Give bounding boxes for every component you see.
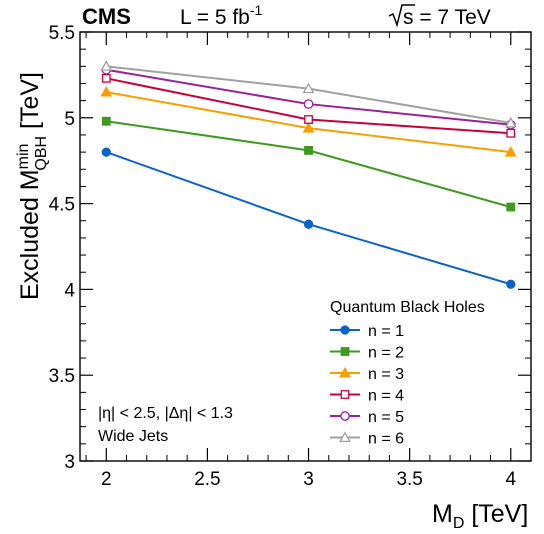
legend-marker [340, 411, 350, 421]
eta-cut-annotation: |η| < 2.5, |Δη| < 1.3 [98, 405, 233, 422]
y-tick-label: 4.5 [49, 195, 75, 216]
data-point [504, 116, 517, 128]
legend-marker [339, 431, 351, 442]
x-axis-title: MD [TeV] [432, 500, 528, 532]
data-point [504, 145, 517, 157]
data-point [101, 147, 111, 157]
data-point [101, 73, 111, 83]
legend-entry: n = 5 [330, 409, 404, 426]
y-axis-title-unit: [TeV] [16, 72, 44, 136]
data-point [303, 219, 314, 229]
x-axis-title-unit: [TeV] [464, 500, 528, 528]
y-tick-label: 3 [64, 452, 75, 473]
legend-label: n = 5 [368, 409, 404, 426]
luminosity-value: L = 5 fb [180, 6, 250, 29]
y-axis-title-subscript: QBH [33, 136, 50, 171]
data-series [100, 60, 517, 289]
series-line [105, 151, 512, 286]
series-n3 [100, 85, 517, 157]
sqrt-symbol [388, 4, 415, 28]
y-tick-label: 5.5 [49, 23, 75, 44]
data-point [506, 128, 516, 138]
legend-entry: n = 1 [330, 323, 404, 340]
legend-marker [340, 390, 350, 399]
series-n1 [101, 147, 516, 289]
legend-label: n = 1 [368, 323, 404, 340]
data-point [304, 146, 313, 155]
x-axis-title-subscript: D [453, 515, 465, 532]
x-tick-label: 4 [505, 469, 516, 490]
luminosity-exponent: -1 [250, 2, 263, 18]
series-n4 [101, 73, 516, 138]
data-point [506, 202, 516, 212]
series-line [106, 120, 512, 208]
luminosity-label: L = 5 fb-1 [180, 2, 263, 29]
legend-label: n = 4 [368, 388, 404, 405]
legend-marker [340, 325, 350, 335]
data-point [302, 121, 315, 133]
y-tick-label: 5 [64, 109, 75, 130]
series-n2 [101, 116, 516, 212]
y-axis-title-superscript: min [15, 144, 32, 170]
x-tick-label: 2 [101, 469, 112, 490]
legend-marker [339, 366, 351, 378]
y-axis-title: Excluded MminQBH [TeV] [15, 72, 50, 300]
data-point [100, 85, 113, 97]
data-point [304, 115, 313, 124]
data-point [100, 60, 113, 71]
data-point [506, 279, 516, 289]
legend-title: Quantum Black Holes [330, 299, 485, 316]
y-tick-label: 4 [64, 280, 75, 301]
x-axis-title-main: M [432, 500, 453, 528]
wide-jets-annotation: Wide Jets [98, 428, 168, 445]
data-point [303, 99, 314, 109]
legend-entry: n = 4 [330, 388, 404, 405]
y-tick-label: 3.5 [49, 366, 75, 387]
experiment-label: CMS [82, 4, 131, 29]
x-tick-label: 3 [303, 469, 314, 490]
plot-frame [79, 31, 532, 462]
y-axis-title-main: Excluded M [16, 169, 44, 300]
legend-label: n = 3 [368, 366, 404, 383]
legend-entry: n = 3 [330, 366, 404, 383]
legend-marker [340, 347, 350, 356]
legend-entry: n = 6 [330, 431, 404, 448]
energy-label: s = 7 TeV [403, 6, 491, 29]
data-point [101, 116, 111, 126]
legend: n = 1 n = 2 n = 3 n = 4 n = 5 n = 6 [330, 323, 404, 448]
x-tick-label: 3.5 [396, 469, 422, 490]
axes: 2 2.5 3 3.5 4 3 3.5 4 4.5 5 5.5 [49, 23, 532, 490]
data-point [302, 82, 315, 94]
series-line [106, 65, 511, 124]
series-n6 [100, 60, 517, 128]
legend-label: n = 6 [368, 431, 404, 448]
legend-entry: n = 2 [330, 345, 404, 362]
x-tick-label: 2.5 [194, 469, 220, 490]
legend-label: n = 2 [368, 345, 404, 362]
